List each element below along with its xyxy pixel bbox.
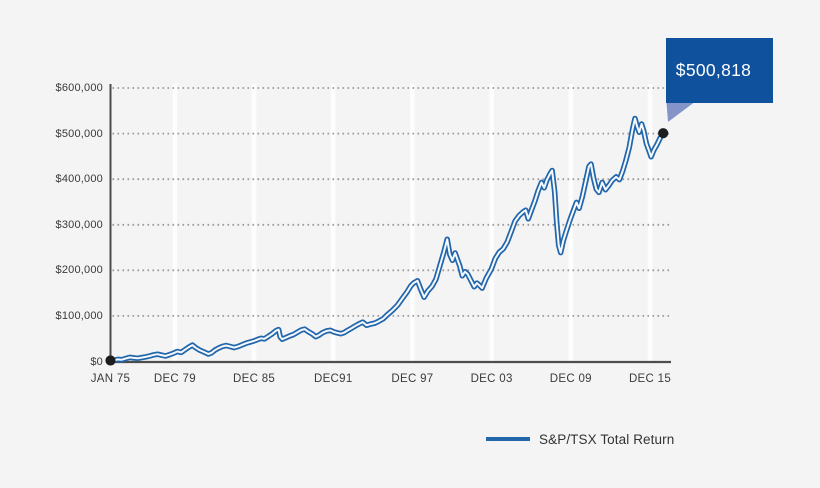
y-tick-label: $100,000 [55, 309, 103, 322]
y-tick-label: $400,000 [55, 173, 103, 186]
y-tick-label: $200,000 [55, 264, 103, 277]
legend: S&P/TSX Total Return [486, 431, 674, 447]
series-line [107, 115, 666, 364]
y-tick-label: $0 [90, 355, 103, 368]
vertical-gridline [331, 84, 336, 361]
y-tick-label: $500,000 [55, 127, 103, 140]
x-tick-label: DEC 03 [470, 373, 513, 385]
legend-label: S&P/TSX Total Return [539, 431, 675, 447]
callout-value: $500,818 [675, 60, 752, 80]
vertical-gridline [172, 84, 178, 361]
series-line-core [109, 117, 665, 363]
x-tick-label: DEC 09 [549, 373, 592, 385]
y-tick-label: $300,000 [55, 218, 103, 231]
y-tick-label: $600,000 [55, 82, 103, 94]
callout-pointer [666, 102, 694, 122]
x-tick-label: JAN 75 [90, 373, 131, 385]
vertical-gridline [647, 84, 653, 361]
line-swatch-icon [486, 437, 530, 441]
vertical-gridline [410, 84, 415, 361]
start-dot [105, 355, 116, 366]
x-tick-label: DEC 85 [233, 373, 276, 385]
vertical-gridline [489, 84, 494, 361]
x-tick-label: DEC 15 [628, 373, 672, 385]
value-callout: $500,818 [666, 38, 773, 103]
x-tick-label: DEC 97 [391, 373, 434, 385]
vertical-gridline [251, 84, 257, 361]
x-tick-label: DEC91 [313, 373, 353, 385]
x-tick-label: DEC 79 [153, 373, 196, 385]
end-dot [658, 128, 669, 139]
